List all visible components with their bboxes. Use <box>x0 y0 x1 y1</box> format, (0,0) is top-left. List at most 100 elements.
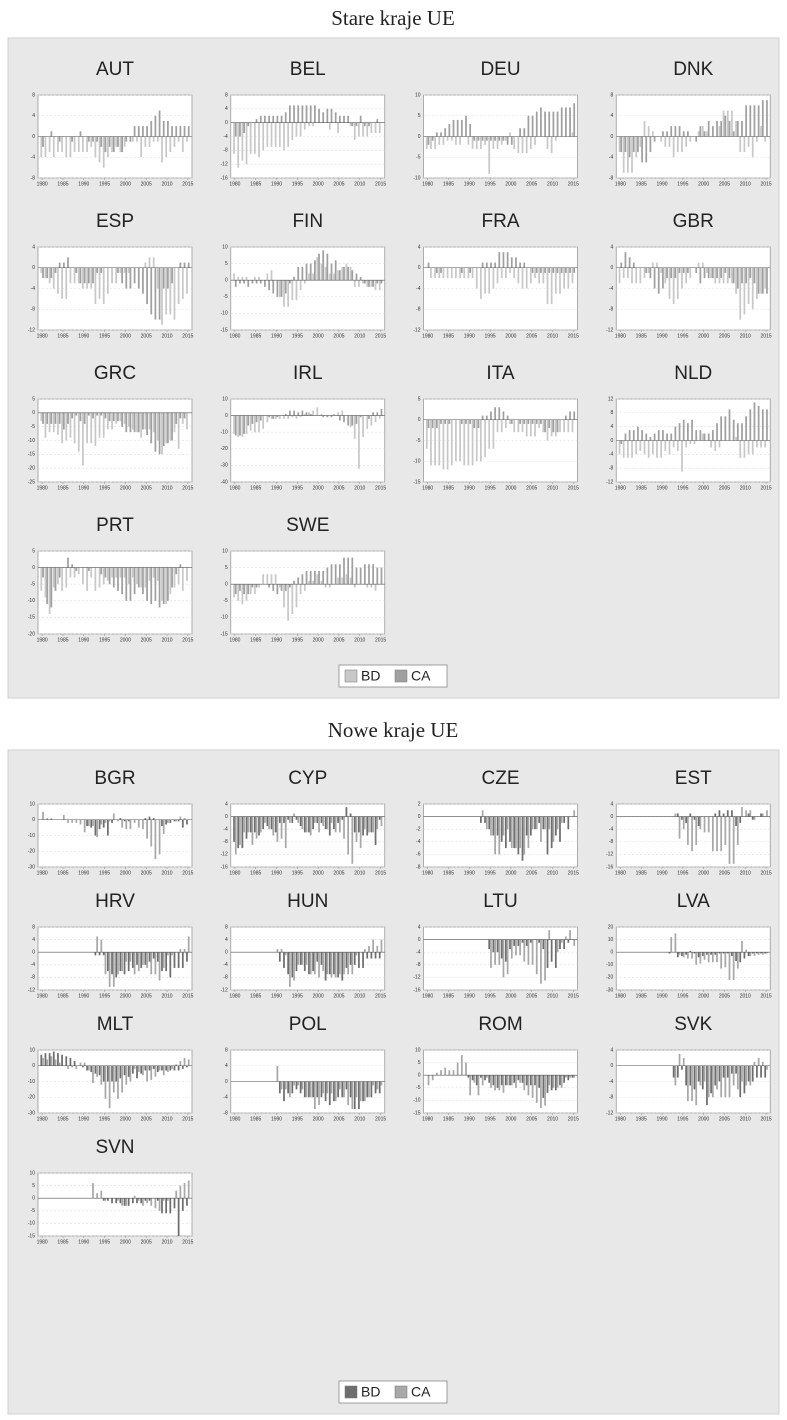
panel-title: EST <box>675 768 712 789</box>
y-tick-label: -15 <box>413 1110 420 1116</box>
bar <box>736 816 739 845</box>
bar <box>181 412 184 424</box>
bar <box>266 415 269 423</box>
bar <box>98 136 101 163</box>
bar <box>150 412 153 444</box>
bar <box>313 1081 316 1110</box>
bar <box>430 419 432 466</box>
plot-area <box>37 550 193 635</box>
panel-title: NLD <box>674 363 712 384</box>
bar <box>496 816 499 836</box>
bar <box>338 816 341 833</box>
bar <box>473 419 476 429</box>
bar <box>162 267 165 289</box>
x-tick-label: 2000 <box>505 181 516 187</box>
bar <box>448 124 451 137</box>
bar <box>736 423 739 441</box>
bar <box>685 440 688 448</box>
bar <box>569 1075 571 1078</box>
plot-area <box>230 803 386 868</box>
bar <box>699 267 702 284</box>
bar <box>303 952 306 972</box>
bar <box>186 952 188 962</box>
bar <box>179 1061 182 1066</box>
bar <box>517 939 520 946</box>
bar <box>167 1198 169 1201</box>
bar <box>102 267 105 305</box>
x-tick-label: 2010 <box>354 181 365 187</box>
bar <box>287 122 290 147</box>
bar <box>363 816 366 830</box>
x-tick-label: 1980 <box>422 333 433 339</box>
bar <box>258 584 260 588</box>
x-tick-label: 2005 <box>333 1116 344 1122</box>
bar <box>48 267 51 284</box>
bar <box>548 419 551 429</box>
bar <box>722 267 725 284</box>
bar <box>158 110 161 137</box>
bar <box>535 939 538 975</box>
bar <box>239 816 241 845</box>
bar <box>253 276 256 281</box>
bar <box>567 419 570 433</box>
bar <box>295 280 298 301</box>
panel-title: GBR <box>673 211 714 232</box>
bar <box>233 415 235 434</box>
x-tick-label: 1985 <box>636 870 647 876</box>
bar <box>161 412 163 455</box>
y-tick-label: 4 <box>418 924 421 930</box>
bar <box>148 136 151 147</box>
bar <box>353 952 356 965</box>
bar <box>368 816 370 833</box>
bar <box>169 1198 172 1214</box>
bar <box>98 1065 101 1076</box>
bar <box>111 952 113 975</box>
bar <box>318 253 320 281</box>
bar <box>150 819 153 847</box>
y-tick-label: -30 <box>28 864 35 870</box>
bar <box>440 267 442 273</box>
bar <box>86 1065 88 1071</box>
bar <box>94 267 97 305</box>
bar <box>480 816 482 823</box>
bar <box>488 939 491 950</box>
x-tick-label: 1990 <box>78 181 89 187</box>
bar <box>471 267 474 279</box>
bar <box>639 440 642 451</box>
bar <box>475 267 478 289</box>
bar <box>509 939 511 950</box>
bar <box>664 136 667 147</box>
y-tick-label: 0 <box>418 134 421 140</box>
bar <box>175 126 178 137</box>
bar <box>743 267 746 315</box>
bar <box>674 1065 677 1086</box>
bar <box>305 263 308 281</box>
bar <box>442 136 445 145</box>
bar <box>739 1065 742 1098</box>
bar <box>731 110 733 137</box>
bar <box>165 136 168 158</box>
bar <box>146 952 148 968</box>
bar <box>676 813 679 817</box>
bar <box>289 952 291 987</box>
x-tick-label: 1995 <box>677 181 688 187</box>
bar <box>490 262 492 268</box>
bar <box>498 407 501 420</box>
bar <box>510 816 513 849</box>
bar <box>525 1075 528 1086</box>
bar <box>301 574 304 585</box>
bar <box>359 415 362 418</box>
bar <box>144 412 147 430</box>
bar <box>747 136 750 147</box>
y-tick-label: 0 <box>610 134 613 140</box>
bar <box>322 816 325 827</box>
bar <box>291 1081 294 1094</box>
bar <box>320 413 323 416</box>
panel-title: SWE <box>286 515 329 536</box>
bar <box>676 1065 679 1078</box>
bar <box>724 416 727 441</box>
bar <box>177 136 180 142</box>
bar <box>732 419 735 441</box>
bar <box>484 1075 486 1081</box>
bar <box>500 419 503 433</box>
